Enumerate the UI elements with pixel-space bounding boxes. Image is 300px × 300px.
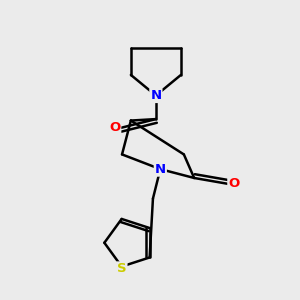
Text: O: O bbox=[109, 122, 120, 134]
Text: N: N bbox=[150, 89, 161, 102]
Text: O: O bbox=[228, 177, 239, 190]
Text: S: S bbox=[117, 262, 127, 275]
Text: N: N bbox=[155, 163, 166, 176]
